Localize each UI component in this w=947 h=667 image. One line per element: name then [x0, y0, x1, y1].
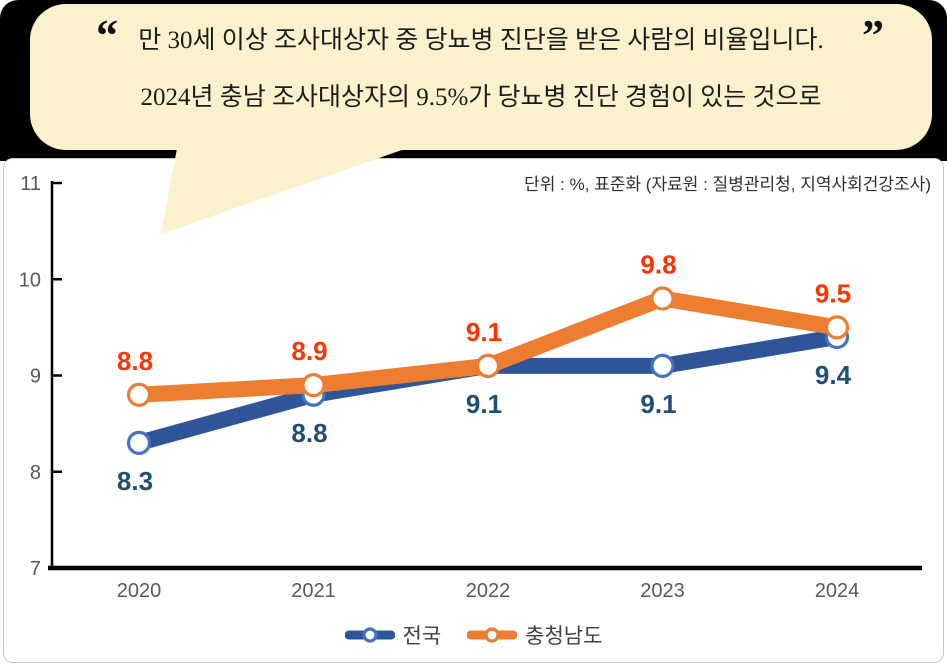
y-tick-label: 9: [30, 366, 41, 388]
x-tick-label: 2021: [291, 580, 336, 602]
y-tick-label: 10: [19, 269, 41, 291]
chart-legend: 전국 충청남도: [4, 620, 943, 650]
data-point-marker[interactable]: [301, 373, 326, 398]
legend-label-chungnam: 충청남도: [525, 625, 603, 648]
data-label: 9.8: [640, 250, 676, 280]
data-point-marker[interactable]: [475, 353, 501, 378]
chart-card: 단위 : %, 표준화 (자료원 : 질병관리청, 지역사회건강조사) 7 8 9 1…: [3, 158, 944, 663]
data-label: 9.1: [466, 317, 502, 347]
x-tick-label: 2023: [640, 580, 685, 602]
data-label: 9.1: [466, 389, 502, 419]
bubble-text-line-2: 2024년 충남 조사대상자의 9.5%가 당뇨병 진단 경험이 있는 것으로: [140, 84, 822, 111]
data-point-marker[interactable]: [824, 315, 850, 340]
data-label: 8.8: [291, 418, 327, 448]
data-point-marker[interactable]: [126, 430, 152, 455]
data-label: 9.5: [815, 278, 851, 308]
unit-source-note: 단위 : %, 표준화 (자료원 : 질병관리청, 지역사회건강조사): [524, 175, 931, 194]
y-tick-label: 8: [30, 462, 41, 484]
data-point-marker[interactable]: [650, 353, 675, 378]
data-point-marker[interactable]: [126, 382, 152, 407]
data-label: 8.9: [291, 336, 327, 366]
x-tick-label: 2024: [815, 580, 860, 602]
data-label: 8.8: [117, 346, 153, 376]
x-tick-label: 2022: [466, 580, 511, 602]
y-tick-label: 11: [20, 173, 41, 195]
y-tick-label: 7: [30, 558, 41, 580]
data-label: 9.1: [640, 389, 676, 419]
line-chart: 7 8 9 10 11 2020 2021 2022 2023 2024 8.3 8.8 9.1 9.1 9…: [19, 173, 922, 602]
x-tick-label: 2020: [117, 580, 162, 602]
chungnam-line-swatch-icon: [467, 627, 518, 643]
summary-speech-bubble: “ ” 만 30세 이상 조사대상자 중 당뇨병 진단을 받은 사람의 비율입니…: [30, 4, 932, 150]
legend-item-national[interactable]: 전국: [344, 620, 442, 650]
close-quote-icon: ”: [862, 11, 884, 60]
open-quote-icon: “: [96, 11, 118, 60]
bubble-text-line-1: 만 30세 이상 조사대상자 중 당뇨병 진단을 받은 사람의 비율입니다.: [138, 27, 824, 54]
national-line-swatch-icon: [344, 627, 395, 643]
legend-label-national: 전국: [402, 625, 442, 648]
data-label: 8.3: [117, 466, 153, 496]
data-point-marker[interactable]: [650, 286, 675, 311]
data-label: 9.4: [815, 360, 852, 390]
legend-item-chungnam[interactable]: 충청남도: [467, 620, 602, 650]
